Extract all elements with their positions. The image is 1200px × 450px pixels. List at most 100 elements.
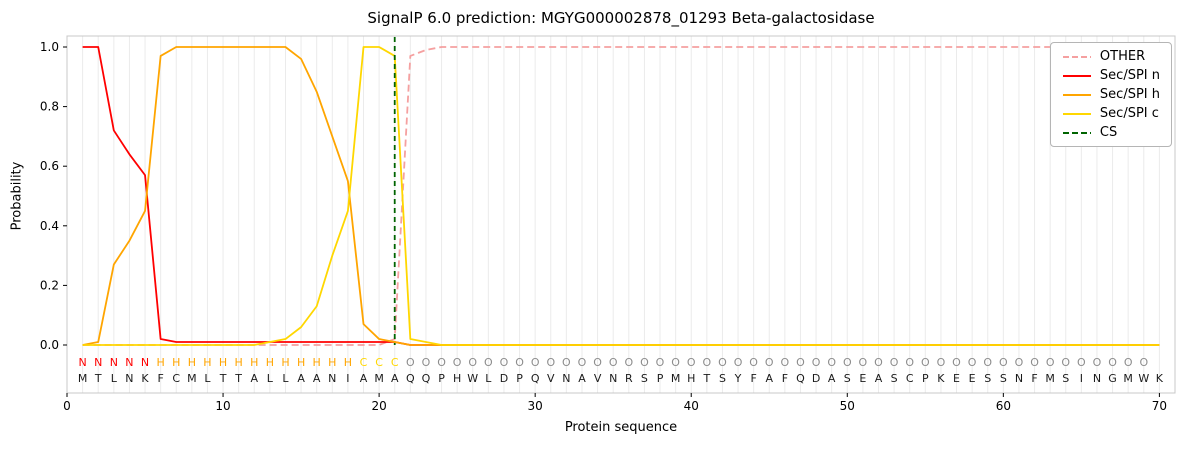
legend-line-sample (1062, 131, 1091, 134)
region-letter: O (765, 356, 774, 369)
region-letter: O (1015, 356, 1024, 369)
residue-letter: N (562, 372, 570, 385)
residue-letter: D (500, 372, 508, 385)
legend-label: Sec/SPI c (1099, 106, 1159, 121)
x-tick-label: 50 (840, 399, 855, 413)
residue-letter: E (859, 372, 866, 385)
region-letter: O (656, 356, 665, 369)
residue-letter: T (234, 372, 242, 385)
region-letter: O (609, 356, 618, 369)
region-letter: O (843, 356, 852, 369)
residue-letter: L (204, 372, 211, 385)
series-line-OTHER (82, 46, 1160, 346)
residue-letter: I (346, 372, 349, 385)
residue-letter: Y (734, 372, 742, 385)
residue-letter: N (1093, 372, 1101, 385)
residue-letter: A (578, 372, 586, 385)
residue-letter: P (922, 372, 929, 385)
residue-letter: L (111, 372, 118, 385)
residue-letter: A (391, 372, 399, 385)
residue-letter: Q (406, 372, 415, 385)
legend-item-CS: CS (1062, 126, 1160, 139)
residue-letter: F (782, 372, 788, 385)
region-letter: H (172, 356, 180, 369)
residue-letter: S (984, 372, 991, 385)
residue-letter: L (282, 372, 289, 385)
region-letter: H (344, 356, 352, 369)
region-letter: O (1046, 356, 1055, 369)
region-letter: O (937, 356, 946, 369)
residue-letter: M (78, 372, 88, 385)
legend-label: CS (1099, 125, 1118, 140)
x-tick-label: 0 (63, 399, 71, 413)
region-letter: H (313, 356, 321, 369)
series-line-Sec/SPI c (82, 46, 1160, 346)
region-letter: C (391, 356, 399, 369)
region-letter: O (484, 356, 493, 369)
region-letter: O (827, 356, 836, 369)
residue-letter: V (594, 372, 602, 385)
residue-letter: D (812, 372, 820, 385)
residue-letter: F (1031, 372, 1037, 385)
residue-letter: K (937, 372, 945, 385)
residue-letter: C (172, 372, 180, 385)
residue-letter: S (1062, 372, 1069, 385)
legend-item-Sec/SPI n: Sec/SPI n (1062, 69, 1160, 82)
plot-frame (66, 35, 1176, 394)
residue-letter: N (328, 372, 336, 385)
residue-letter: P (516, 372, 523, 385)
region-letter: O (874, 356, 883, 369)
y-tick-label: 0.4 (40, 219, 59, 233)
residue-letter: A (828, 372, 836, 385)
region-letter: H (219, 356, 227, 369)
region-letter: O (562, 356, 571, 369)
region-letter: O (453, 356, 462, 369)
region-letter: N (125, 356, 133, 369)
residue-letter: R (625, 372, 633, 385)
region-letter: O (422, 356, 431, 369)
residue-letter: K (1156, 372, 1164, 385)
legend-line-sample (1062, 74, 1091, 77)
residue-letter: A (251, 372, 259, 385)
region-letter: O (531, 356, 540, 369)
residue-letter: M (1045, 372, 1055, 385)
region-letter: N (110, 356, 118, 369)
residue-letter: F (750, 372, 756, 385)
region-letter: O (1139, 356, 1148, 369)
region-letter: O (1124, 356, 1133, 369)
legend-item-Sec/SPI c: Sec/SPI c (1062, 107, 1160, 120)
residue-letter: E (969, 372, 976, 385)
residue-letter: N (1015, 372, 1023, 385)
residue-letter: E (953, 372, 960, 385)
x-tick-label: 30 (528, 399, 543, 413)
region-letter: O (1030, 356, 1039, 369)
region-letter: O (781, 356, 790, 369)
x-tick-label: 10 (215, 399, 230, 413)
legend-line-sample (1062, 55, 1091, 58)
region-letter: O (1061, 356, 1070, 369)
region-letter: O (546, 356, 555, 369)
residue-letter: T (702, 372, 710, 385)
residue-letter: P (657, 372, 664, 385)
residue-letter: A (360, 372, 368, 385)
residue-letter: S (719, 372, 726, 385)
residue-letter: A (297, 372, 305, 385)
region-letter: O (968, 356, 977, 369)
legend-item-OTHER: OTHER (1062, 50, 1160, 63)
y-tick-label: 0.6 (40, 159, 59, 173)
region-letter: H (235, 356, 243, 369)
series-line-Sec/SPI n (82, 46, 1160, 346)
series-line-Sec/SPI h (82, 46, 1160, 346)
region-letter: C (375, 356, 383, 369)
region-letter: O (905, 356, 914, 369)
residue-letter: L (485, 372, 492, 385)
residue-letter: L (267, 372, 274, 385)
residue-letter: M (671, 372, 681, 385)
region-letter: O (718, 356, 727, 369)
region-letter: O (999, 356, 1008, 369)
residue-letter: S (891, 372, 898, 385)
region-letter: O (437, 356, 446, 369)
residue-letter: T (219, 372, 227, 385)
region-letter: O (702, 356, 711, 369)
